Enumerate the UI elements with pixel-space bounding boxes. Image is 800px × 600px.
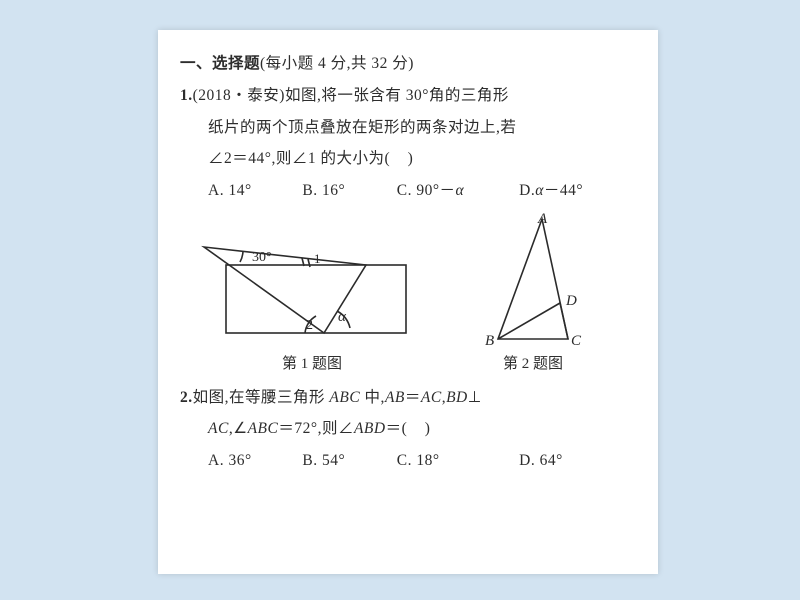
q1-line1: 1.(2018・泰安)如图,将一张含有 30°角的三角形 <box>180 80 636 112</box>
q2-u2: ,∠ <box>229 420 248 437</box>
q1-body2: 纸片的两个顶点叠放在矩形的两条对边上,若 <box>208 119 516 136</box>
q1-optD-tail: －44° <box>544 175 583 207</box>
q1-line2: 纸片的两个顶点叠放在矩形的两条对边上,若 <box>180 112 636 144</box>
q1-fig-2: 2 <box>306 318 313 333</box>
q2-t8: BD <box>446 389 468 406</box>
q1-body1: 如图,将一张含有 30°角的三角形 <box>285 87 509 104</box>
q2-u3: ABC <box>248 420 279 437</box>
q2-t2: ABC <box>329 389 360 406</box>
q1-optC: C. 90°－α <box>397 175 515 207</box>
q2-figure-caption: 第 2 题图 <box>468 349 598 380</box>
q1-source: (2018・泰安) <box>193 87 285 104</box>
q1-line3: ∠2＝44°,则∠1 的大小为( ) <box>180 143 636 175</box>
q2-optC: C. 18° <box>397 445 515 477</box>
q2-u1: AC <box>208 420 229 437</box>
q1-number: 1. <box>180 87 193 104</box>
q1-optC-var: α <box>456 175 465 207</box>
section-heading-line: 一、选择题(每小题 4 分,共 32 分) <box>180 48 636 80</box>
q2-t5: ＝ <box>405 389 421 406</box>
q2-t6: AC <box>421 389 442 406</box>
q2-number: 2. <box>180 389 193 406</box>
q2-options: A. 36° B. 54° C. 18° D. 64° <box>180 445 636 477</box>
q2-t4: AB <box>385 389 405 406</box>
q2-figure-block: A B C D 第 2 题图 <box>468 213 598 380</box>
section-heading: 一、选择题 <box>180 55 260 72</box>
q1-fig-30: 30° <box>252 250 272 265</box>
q2-optA: A. 36° <box>208 445 298 477</box>
q1-figure-caption: 第 1 题图 <box>198 349 426 380</box>
q1-figure-block: 30° 1 α 2 第 1 题图 <box>198 229 426 380</box>
q2-figure-svg: A B C D <box>468 213 598 347</box>
q2-u6: ＝( <box>386 420 408 437</box>
q1-optB: B. 16° <box>302 175 392 207</box>
q2-u5: ABD <box>354 420 386 437</box>
q2-fig-D: D <box>565 293 577 309</box>
q2-u7: ) <box>425 420 431 437</box>
q1-body3a: ∠2＝44°,则∠1 的大小为( <box>208 150 390 167</box>
q2-fig-B: B <box>485 333 494 347</box>
q1-optD-head: D. <box>519 175 535 207</box>
q2-line1: 2.如图,在等腰三角形 ABC 中,AB＝AC,BD⊥ <box>180 382 636 414</box>
q1-optA: A. 14° <box>208 175 298 207</box>
q1-optD-var: α <box>535 175 544 207</box>
q1-optD: D. α－44° <box>519 175 583 207</box>
q1-optC-txt: C. 90°－ <box>397 175 456 207</box>
q2-fig-C: C <box>571 333 582 347</box>
q2-line2: AC,∠ABC＝72°,则∠ABD＝( ) <box>180 413 636 445</box>
q2-fig-A: A <box>537 213 548 227</box>
q2-t1: 如图,在等腰三角形 <box>193 389 330 406</box>
q2-t3: 中, <box>360 389 385 406</box>
q2-optB: B. 54° <box>302 445 392 477</box>
q1-fig-1: 1 <box>314 251 321 266</box>
q1-body3b: ) <box>408 150 414 167</box>
q1-figure-svg: 30° 1 α 2 <box>198 229 426 347</box>
section-subheading: (每小题 4 分,共 32 分) <box>260 55 414 72</box>
q2-optD: D. 64° <box>519 445 563 477</box>
figures-row: 30° 1 α 2 第 1 题图 A B C D 第 2 题图 <box>180 213 636 380</box>
q2-t9: ⊥ <box>468 389 482 406</box>
exam-page: 一、选择题(每小题 4 分,共 32 分) 1.(2018・泰安)如图,将一张含… <box>158 30 658 574</box>
q1-options: A. 14° B. 16° C. 90°－α D. α－44° <box>180 175 636 207</box>
q1-fig-alpha: α <box>338 309 347 325</box>
q2-u4: ＝72°,则∠ <box>278 420 354 437</box>
